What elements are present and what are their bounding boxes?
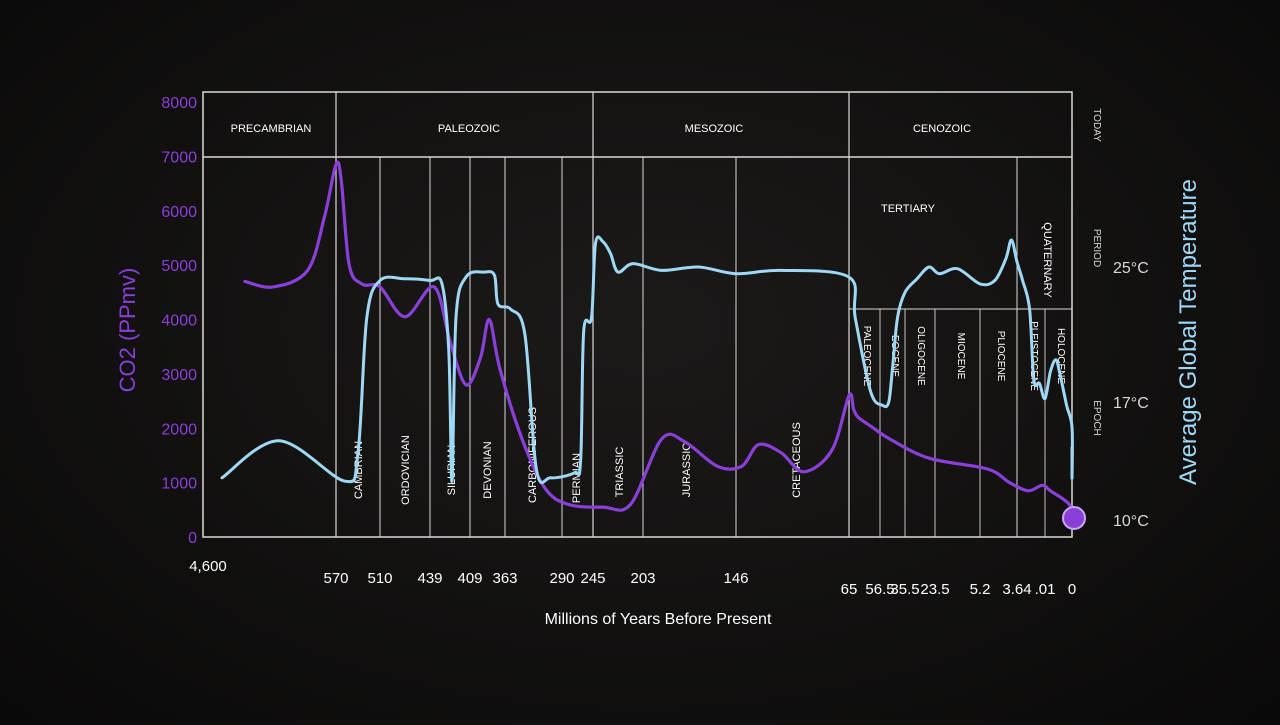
x-tick-label: 65 — [841, 581, 858, 598]
temp-tick-label: 10°C — [1113, 513, 1149, 530]
period-label: JURASSIC — [681, 443, 693, 497]
x-axis-title: Millions of Years Before Present — [545, 611, 772, 628]
x-tick-label: 510 — [367, 570, 392, 587]
co2-axis-title: CO2 (PPmv) — [115, 268, 140, 393]
co2-tick-label: 0 — [188, 530, 197, 547]
row-label-today: TODAY — [1091, 108, 1102, 142]
x-tick-label: 363 — [492, 570, 517, 587]
epoch-label: HOLOCENE — [1055, 328, 1066, 384]
co2-tick-label: 4000 — [161, 313, 197, 330]
x-tick-label: 409 — [457, 570, 482, 587]
chart-series — [220, 160, 1086, 530]
period-label: QUATERNARY — [1041, 222, 1053, 298]
x-tick-label: 146 — [723, 570, 748, 587]
x-tick-label: 3.64 — [1002, 581, 1031, 598]
period-label: CARBONIFEROUS — [527, 407, 539, 503]
x-tick-label: 56.5 — [865, 581, 894, 598]
temp-tick-label: 25°C — [1113, 260, 1149, 277]
era-label: MESOZOIC — [685, 123, 744, 135]
period-label: ORDOVICIAN — [400, 435, 412, 505]
co2-tick-label: 1000 — [161, 476, 197, 493]
row-label-period: PERIOD — [1091, 229, 1102, 267]
epoch-label: MIOCENE — [955, 333, 966, 380]
x-tick-label: 245 — [580, 570, 605, 587]
era-label: PRECAMBRIAN — [231, 123, 312, 135]
co2-tick-label: 2000 — [161, 421, 197, 438]
period-label: TRIASSIC — [614, 447, 626, 498]
co2-tick-label: 5000 — [161, 258, 197, 275]
x-tick-label: 290 — [549, 570, 574, 587]
x-tick-label: 4,600 — [189, 558, 227, 575]
row-label-epoch: EPOCH — [1091, 400, 1102, 436]
era-label: CENOZOIC — [913, 123, 971, 135]
period-label: TERTIARY — [881, 203, 936, 215]
temp-axis-title: Average Global Temperature — [1175, 179, 1202, 485]
temp-tick-label: 17°C — [1113, 395, 1149, 412]
chart-text-labels: 0 1000 2000 3000 4000 5000 6000 7000 8000 CO2 (PP… — [115, 95, 1202, 628]
co2-tick-label: 8000 — [161, 95, 197, 112]
x-tick-label: 0 — [1068, 581, 1076, 598]
co2-tick-label: 6000 — [161, 204, 197, 221]
temperature-series-line — [220, 235, 1074, 484]
co2-present-marker — [1062, 505, 1086, 530]
x-tick-label: 23.5 — [920, 581, 949, 598]
era-label: PALEOZOIC — [438, 123, 500, 135]
plot-border — [202, 91, 1073, 538]
x-tick-label: 35.5 — [890, 581, 919, 598]
epoch-label: PLIOCENE — [995, 331, 1006, 382]
x-tick-label: 439 — [417, 570, 442, 587]
x-tick-label: 570 — [323, 570, 348, 587]
co2-series-line — [243, 160, 1074, 524]
epoch-label: PALEOCENE — [861, 326, 872, 387]
x-tick-label: 5.2 — [970, 581, 991, 598]
period-label: CRETACEOUS — [791, 422, 803, 498]
x-tick-label: 203 — [630, 570, 655, 587]
x-tick-label: .01 — [1035, 581, 1056, 598]
period-label: DEVONIAN — [482, 441, 494, 499]
epoch-label: OLIGOCENE — [915, 326, 926, 386]
co2-tick-label: 3000 — [161, 367, 197, 384]
chart-frame — [202, 91, 1073, 538]
period-label: CAMBRIAN — [353, 441, 365, 499]
co2-tick-label: 7000 — [161, 149, 197, 166]
